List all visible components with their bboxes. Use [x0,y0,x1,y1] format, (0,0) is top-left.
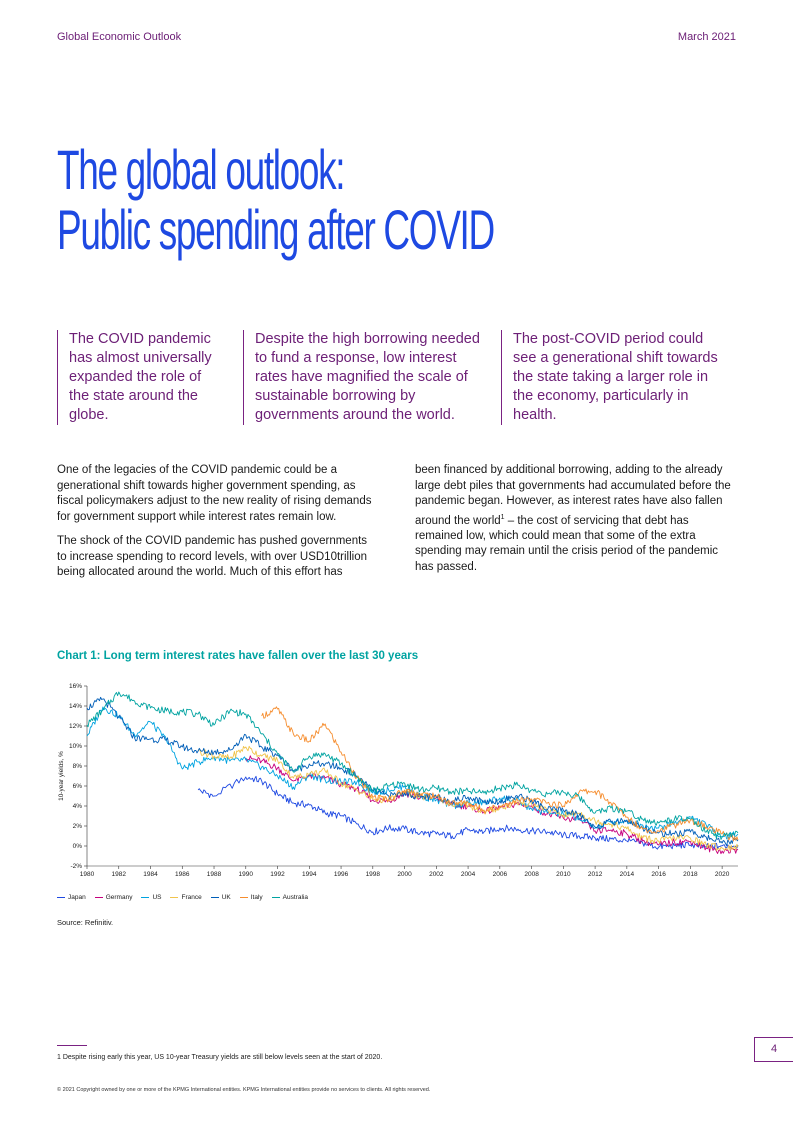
legend-swatch [94,896,103,899]
callout-3: The post-COVID period could see a genera… [501,330,723,425]
callout-1: The COVID pandemic has almost universall… [57,330,217,425]
y-tick-label: 8% [73,763,83,770]
legend-swatch [170,896,179,899]
x-tick-label: 2008 [524,871,539,876]
x-tick-label: 2000 [397,871,412,876]
callout-2: Despite the high borrowing needed to fun… [243,330,480,425]
x-tick-label: 2006 [493,871,508,876]
body-text: been financed by additional borrowing, a… [415,464,731,527]
legend-label: Germany [105,894,133,901]
copyright-notice: © 2021 Copyright owned by one or more of… [57,1087,431,1093]
y-tick-label: 12% [69,723,82,730]
legend-label: France [181,894,202,901]
y-tick-label: 0% [73,843,83,850]
legend-label: UK [221,894,231,901]
y-tick-label: 16% [69,683,82,690]
legend-label: US [152,894,162,901]
running-header-title: Global Economic Outlook [57,31,182,43]
x-tick-label: 1980 [80,871,95,876]
body-paragraph: One of the legacies of the COVID pandemi… [57,464,372,523]
legend-label: Italy [250,894,263,901]
y-tick-label: 2% [73,823,83,830]
x-tick-label: 2004 [461,871,476,876]
y-tick-label: 4% [73,803,83,810]
body-column-right: been financed by additional borrowing, a… [415,463,735,584]
x-tick-label: 1984 [143,871,158,876]
legend-swatch [141,896,150,899]
chart-source: Source: Refinitiv. [57,918,114,927]
chart-title: Chart 1: Long term interest rates have f… [57,650,419,662]
legend-swatch [210,896,219,899]
legend-label: Australia [282,894,308,901]
series-line-france [197,745,739,852]
x-tick-label: 1996 [334,871,349,876]
chart-legend: Japan Germany US France UK Italy Australia [57,894,308,901]
page-title: The global outlook: Public spending afte… [57,138,495,261]
y-axis-label: 10-year yields, % [58,751,65,801]
legend-item-italy: Italy [239,894,263,901]
x-tick-label: 2012 [588,871,603,876]
legend-item-germany: Germany [94,894,133,901]
x-tick-label: 1990 [239,871,254,876]
series-line-us [86,706,739,840]
footnote: 1 Despite rising early this year, US 10-… [57,1054,383,1061]
body-text: – the cost of servicing that debt has re… [415,514,718,573]
page-title-line2: Public spending after COVID [57,198,495,261]
series-line-australia [86,691,739,840]
series-line-japan [197,775,739,850]
body-paragraph: The shock of the COVID pandemic has push… [57,535,368,578]
y-tick-label: 6% [73,783,83,790]
legend-item-france: France [170,894,202,901]
x-tick-label: 2002 [429,871,444,876]
x-tick-label: 2014 [620,871,635,876]
y-tick-label: -2% [70,863,82,870]
x-tick-label: 1992 [270,871,285,876]
x-tick-label: 1998 [366,871,381,876]
x-tick-label: 1982 [112,871,127,876]
legend-item-japan: Japan [57,894,86,901]
y-tick-label: 14% [69,703,82,710]
x-tick-label: 2016 [651,871,666,876]
body-column-left: One of the legacies of the COVID pandemi… [57,463,377,590]
x-tick-label: 1986 [175,871,190,876]
legend-swatch [271,896,280,899]
legend-swatch [57,896,65,899]
footnote-reference[interactable]: 1 [500,513,505,521]
legend-item-australia: Australia [271,894,308,901]
y-tick-label: 10% [69,743,82,750]
legend-swatch [239,896,248,899]
x-tick-label: 1994 [302,871,317,876]
page-number: 4 [754,1037,793,1062]
x-tick-label: 2010 [556,871,571,876]
body-paragraph: been financed by additional borrowing, a… [415,463,735,575]
interest-rate-chart: -2% 0% 2% 4% 6% 8% 10% 12% 14% 16% 10-year yields,… [58,683,739,876]
x-tick-label: 2020 [715,871,730,876]
legend-item-uk: UK [210,894,231,901]
x-tick-label: 2018 [683,871,698,876]
series-line-italy [261,706,739,842]
page-title-line1: The global outlook: [57,138,346,201]
footnote-divider [57,1045,87,1046]
x-tick-label: 1988 [207,871,222,876]
legend-label: Japan [68,894,86,901]
running-header-date: March 2021 [677,31,736,43]
series-line-uk [86,696,739,847]
legend-item-us: US [141,894,161,901]
